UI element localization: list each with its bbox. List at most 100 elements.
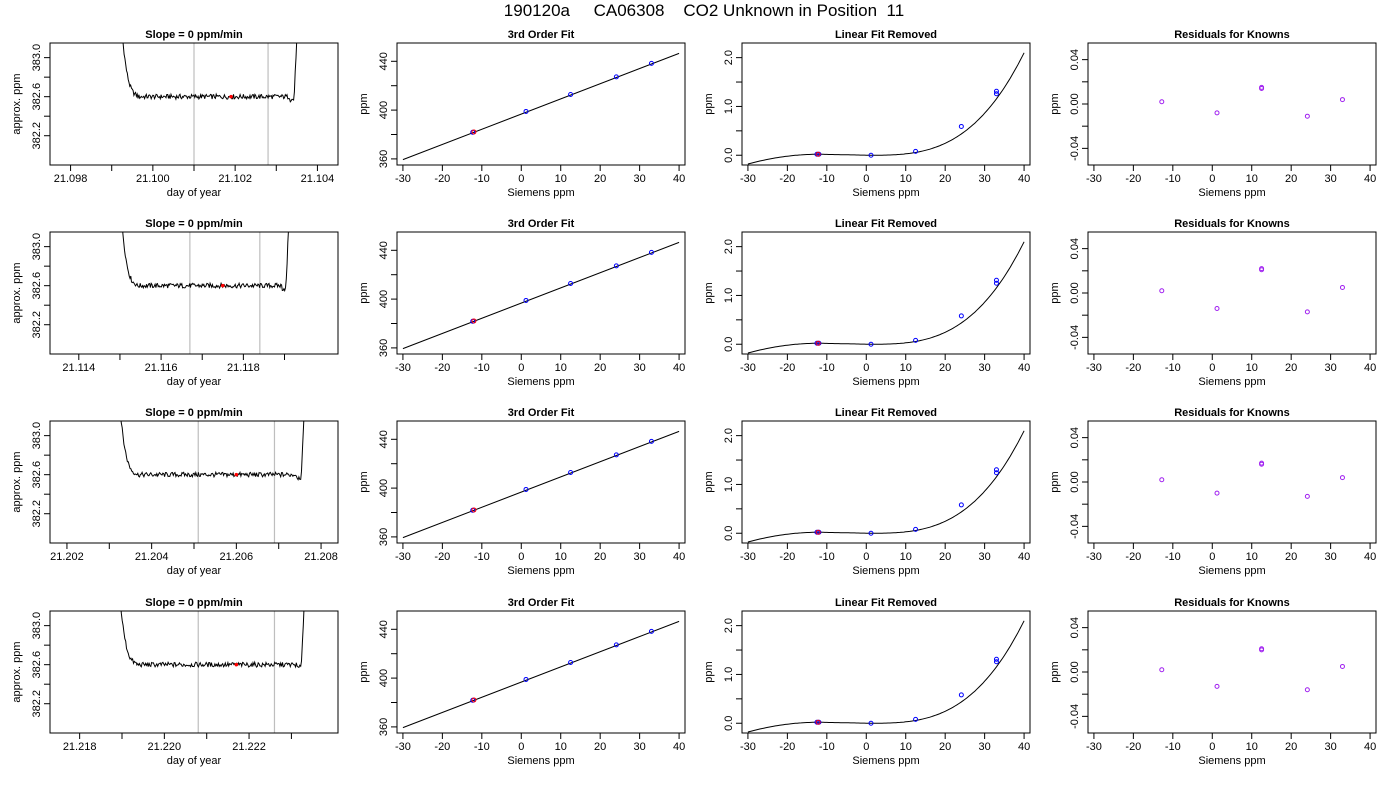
x-axis-label: Siemens ppm xyxy=(852,755,919,767)
x-tick-label: 0 xyxy=(518,362,524,374)
known-point xyxy=(913,148,919,154)
y-tick-label: 360 xyxy=(378,339,390,357)
y-tick-label: 0.00 xyxy=(1069,471,1081,492)
x-tick-label: 30 xyxy=(634,741,646,753)
unknown-point xyxy=(815,151,821,157)
y-tick-label: 383.0 xyxy=(31,422,43,450)
panel-4-3: Linear Fit Removed Siemens ppm ppm -30 -20 -1… xyxy=(703,597,1031,767)
y-tick-label: 2.0 xyxy=(723,50,735,65)
y-axis-label: approx. ppm xyxy=(11,262,23,323)
y-tick-label: 400 xyxy=(378,669,390,687)
panel-3-2: 3rd Order Fit Siemens ppm ppm -30 -20 -10 0 10 2… xyxy=(358,407,686,577)
known-point xyxy=(913,337,919,343)
x-tick-label: -20 xyxy=(779,551,795,563)
known-point xyxy=(958,313,964,319)
x-tick-label: 10 xyxy=(1246,362,1258,374)
y-axis-label: ppm xyxy=(1049,661,1061,682)
plot-frame xyxy=(396,42,686,166)
x-tick-label: 21.116 xyxy=(145,362,178,374)
known-point xyxy=(648,628,654,634)
unknown-point xyxy=(815,719,821,725)
y-tick-label: 360 xyxy=(378,528,390,546)
x-tick-label: -20 xyxy=(779,741,795,753)
panel-title: Slope = 0 ppm/min xyxy=(145,407,243,419)
x-tick-label: 20 xyxy=(939,741,951,753)
y-tick-label: 360 xyxy=(378,718,390,736)
x-tick-label: 40 xyxy=(1018,741,1030,753)
panel-title: 3rd Order Fit xyxy=(508,218,575,230)
x-axis-label: day of year xyxy=(167,755,222,767)
unknown-point xyxy=(471,697,477,703)
panel-title: Linear Fit Removed xyxy=(835,407,937,419)
known-point xyxy=(568,659,574,665)
x-tick-label: 10 xyxy=(555,741,567,753)
x-tick-label: -10 xyxy=(819,362,835,374)
x-tick-label: 30 xyxy=(634,551,646,563)
y-axis-label: ppm xyxy=(1049,93,1061,114)
x-axis-label: day of year xyxy=(167,565,222,577)
fit-line xyxy=(402,52,680,161)
x-tick-label: 30 xyxy=(1325,173,1337,185)
residual-point xyxy=(1159,667,1165,673)
trace-line xyxy=(120,421,305,481)
unknown-point xyxy=(471,129,477,135)
x-tick-label: 20 xyxy=(594,741,606,753)
y-tick-label: 440 xyxy=(378,52,390,70)
known-point xyxy=(523,486,529,492)
panel-2-1: Slope = 0 ppm/min day of year approx. ppm 2… xyxy=(11,218,339,388)
y-tick-label: -0.04 xyxy=(1069,136,1081,161)
x-tick-label: -10 xyxy=(819,173,835,185)
x-tick-label: -10 xyxy=(1165,551,1181,563)
x-tick-label: -20 xyxy=(434,173,450,185)
x-tick-label: 40 xyxy=(673,173,685,185)
y-tick-label: 2.0 xyxy=(723,239,735,254)
panel-title: Residuals for Knowns xyxy=(1174,218,1290,230)
x-tick-label: -30 xyxy=(740,551,756,563)
page-title: 190120a CA06308 CO2 Unknown in Position … xyxy=(503,1,905,20)
y-tick-label: 382.6 xyxy=(31,651,43,679)
x-tick-label: -20 xyxy=(779,362,795,374)
panel-2-2: 3rd Order Fit Siemens ppm ppm -30 -20 -10 0 10 2… xyxy=(358,218,686,388)
x-tick-label: -30 xyxy=(395,173,411,185)
x-tick-label: -30 xyxy=(1086,362,1102,374)
y-tick-label: -0.04 xyxy=(1069,325,1081,350)
x-axis-label: Siemens ppm xyxy=(507,755,574,767)
known-point xyxy=(868,720,874,726)
unknown-point xyxy=(221,283,225,288)
x-tick-label: -20 xyxy=(434,362,450,374)
x-tick-label: 20 xyxy=(939,173,951,185)
x-axis-label: Siemens ppm xyxy=(507,565,574,577)
panel-2-3: Linear Fit Removed Siemens ppm ppm -30 -20 -1… xyxy=(703,218,1031,388)
x-tick-label: 21.208 xyxy=(304,551,338,563)
x-tick-label: 0 xyxy=(863,362,869,374)
fit-line xyxy=(402,620,680,729)
known-point xyxy=(568,91,574,97)
known-point xyxy=(523,676,529,682)
x-tick-label: 20 xyxy=(594,362,606,374)
y-axis-label: approx. ppm xyxy=(11,451,23,512)
y-tick-label: 0.04 xyxy=(1069,617,1081,638)
x-tick-label: 20 xyxy=(939,551,951,563)
y-tick-label: 382.2 xyxy=(31,500,43,528)
x-axis-label: Siemens ppm xyxy=(852,376,919,388)
plot-frame xyxy=(49,420,339,544)
x-axis-label: Siemens ppm xyxy=(852,187,919,199)
x-tick-label: 0 xyxy=(1209,741,1215,753)
x-tick-label: 40 xyxy=(673,741,685,753)
y-tick-label: 382.2 xyxy=(31,311,43,339)
x-tick-label: 40 xyxy=(673,551,685,563)
x-tick-label: 20 xyxy=(939,362,951,374)
x-tick-label: 40 xyxy=(1364,551,1376,563)
fit-curve xyxy=(747,241,1025,354)
x-tick-label: 30 xyxy=(634,173,646,185)
x-tick-label: 30 xyxy=(979,362,991,374)
plot-frame xyxy=(1087,610,1377,734)
plot-frame xyxy=(741,42,1031,166)
known-point xyxy=(613,263,619,269)
x-tick-label: 21.100 xyxy=(136,173,170,185)
x-tick-label: -10 xyxy=(819,741,835,753)
x-tick-label: 20 xyxy=(594,551,606,563)
y-tick-label: 440 xyxy=(378,620,390,638)
panel-title: Slope = 0 ppm/min xyxy=(145,218,243,230)
